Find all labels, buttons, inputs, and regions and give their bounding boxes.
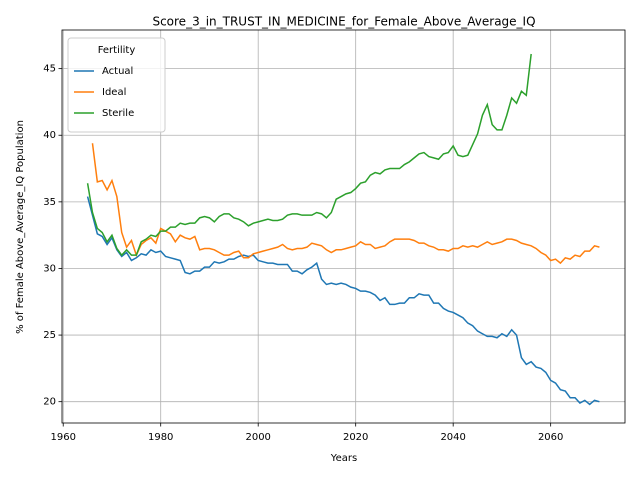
legend-label: Actual: [102, 66, 133, 77]
legend-label: Sterile: [102, 108, 134, 119]
x-tick-label: 1960: [50, 432, 75, 443]
x-tick-label: 1980: [148, 432, 173, 443]
y-tick-label: 25: [43, 330, 56, 341]
chart-title: Score_3_in_TRUST_IN_MEDICINE_for_Female_…: [152, 15, 535, 29]
y-tick-label: 20: [43, 397, 56, 408]
series-line: [86, 53, 532, 257]
x-tick-label: 2060: [538, 432, 563, 443]
series-line: [86, 196, 600, 406]
y-axis-label: % of Female Above_Average_IQ Population: [15, 120, 26, 334]
y-tick-label: 45: [43, 64, 56, 75]
x-tick-label: 2040: [440, 432, 465, 443]
x-tick-label: 2020: [343, 432, 368, 443]
legend-box: [67, 37, 166, 133]
legend-title: Fertility: [98, 45, 136, 56]
legend-label: Ideal: [102, 87, 126, 98]
plot-frame: [61, 29, 626, 424]
y-tick-label: 40: [43, 130, 56, 141]
x-tick-label: 2000: [245, 432, 270, 443]
y-tick-label: 30: [43, 263, 56, 274]
x-axis-label: Years: [330, 453, 357, 464]
series-line: [91, 143, 600, 265]
y-tick-label: 35: [43, 197, 56, 208]
